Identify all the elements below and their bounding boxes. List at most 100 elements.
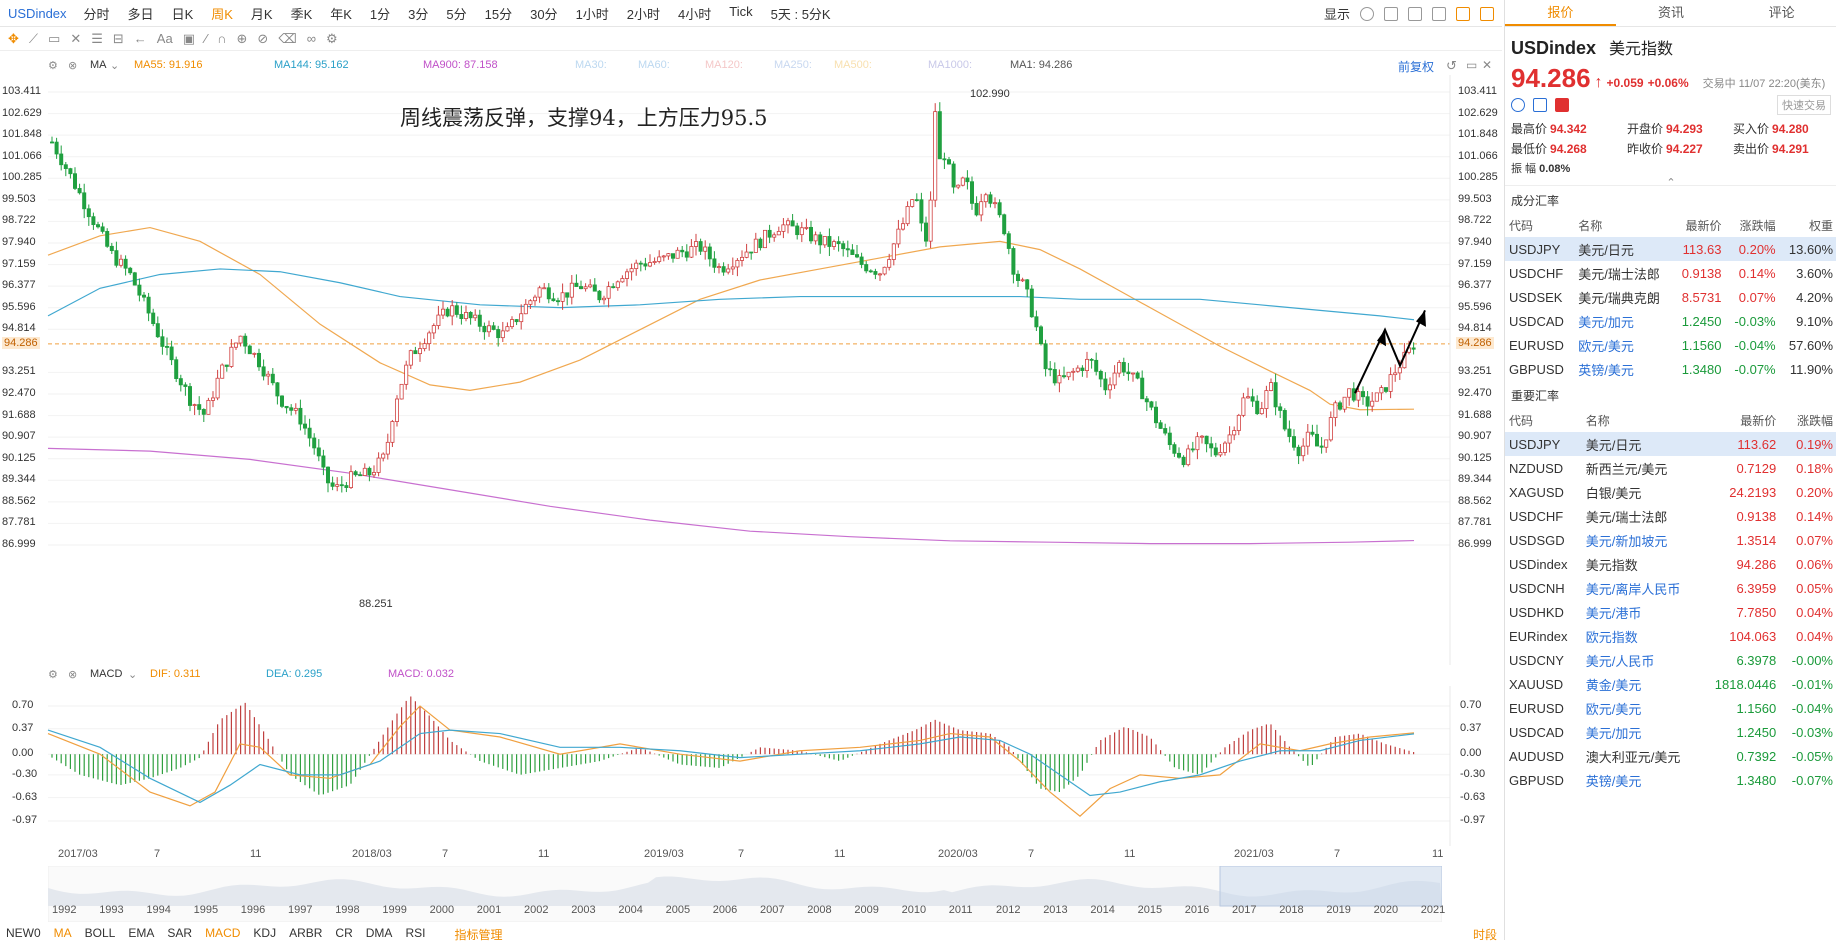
arrow-tool-icon[interactable]: ← (133, 31, 147, 46)
table-row[interactable]: GBPUSD 英镑/美元 1.3480 -0.07% 11.90% (1505, 357, 1836, 381)
table-row[interactable]: GBPUSD 英镑/美元 1.3480 -0.07% (1505, 768, 1836, 792)
timeframe-0[interactable]: 分时 (83, 6, 110, 22)
link-icon[interactable]: ∞ (306, 31, 316, 46)
hide-icon[interactable]: ⊘ (257, 30, 269, 46)
tab-comments[interactable]: 评论 (1768, 5, 1795, 20)
tab-quote[interactable]: 报价 (1505, 0, 1616, 26)
table-row[interactable]: USDCAD 美元/加元 1.2450 -0.03% (1505, 720, 1836, 744)
ma-legend-item[interactable]: MA1000: (928, 59, 973, 71)
ma-legend-item[interactable]: MA1: 94.286 (1010, 59, 1073, 71)
table-row[interactable]: USDCNH 美元/离岸人民币 6.3959 0.05% (1505, 576, 1836, 600)
table-row[interactable]: USDCHF 美元/瑞士法郎 0.9138 0.14% 3.60% (1505, 261, 1836, 285)
timeframe-3[interactable]: 周K (211, 6, 233, 22)
ma-legend-item[interactable]: MA60: (638, 59, 670, 71)
column-header[interactable]: 代码 (1509, 413, 1534, 428)
ma-legend-item[interactable]: MA120: (705, 59, 743, 71)
timeframe-2[interactable]: 日K (171, 6, 194, 22)
reset-icon[interactable]: ↺ (1446, 58, 1457, 73)
globe-icon[interactable] (1511, 98, 1525, 112)
table-row[interactable]: USDJPY 美元/日元 113.63 0.20% 13.60% (1505, 237, 1836, 261)
line-tool-icon[interactable]: ⟋ (28, 30, 39, 46)
ma-legend-item[interactable]: MA30: (575, 59, 607, 71)
ma-legend-item[interactable]: MA55: 91.916 (134, 59, 203, 71)
indicator-tab-ma[interactable]: MA (53, 926, 72, 940)
text-tool-icon[interactable]: Aa (156, 31, 173, 46)
candlestick-chart[interactable] (0, 75, 1502, 665)
indicator-tab-boll[interactable]: BOLL (84, 926, 116, 940)
lock-icon[interactable]: ⊕ (236, 30, 248, 46)
shape-tool-icon[interactable]: ▭ (48, 30, 61, 46)
timeframe-14[interactable]: 4小时 (678, 6, 712, 22)
fib-tool-icon[interactable]: ☰ (91, 30, 103, 46)
timeframe-12[interactable]: 1小时 (575, 6, 609, 22)
indicator-tab-cr[interactable]: CR (335, 926, 353, 940)
indicator-tab-kdj[interactable]: KDJ (253, 926, 277, 940)
settings-icon[interactable] (1360, 6, 1374, 21)
timeframe-5[interactable]: 季K (290, 6, 313, 22)
ma-legend-item[interactable]: MA144: 95.162 (274, 59, 349, 71)
close-icon[interactable]: ⊗ (68, 669, 78, 681)
collapse-icon[interactable]: ▭ (1466, 58, 1478, 72)
macd-chart[interactable] (0, 686, 1502, 846)
indicator-tab-arbr[interactable]: ARBR (289, 926, 323, 940)
crosshair-icon[interactable]: ✥ (8, 30, 19, 46)
fullscreen-icon[interactable] (1432, 6, 1446, 21)
checkbox-icon[interactable] (1384, 6, 1398, 21)
book-icon[interactable] (1533, 98, 1547, 112)
table-row[interactable]: NZDUSD 新西兰元/美元 0.7129 0.18% (1505, 456, 1836, 480)
timeframe-4[interactable]: 月K (250, 6, 273, 22)
table-row[interactable]: USDCNY 美元/人民币 6.3978 -0.00% (1505, 648, 1836, 672)
ma-legend-item[interactable]: MA900: 87.158 (423, 59, 498, 71)
ma-legend-item[interactable]: MA250: (774, 59, 812, 71)
macd-label[interactable]: MACD (90, 668, 123, 680)
table-row[interactable]: USDSEK 美元/瑞典克朗 8.5731 0.07% 4.20% (1505, 285, 1836, 309)
column-header[interactable]: 名称 (1578, 218, 1603, 233)
display-button[interactable]: 显示 (1323, 7, 1350, 22)
chevron-down-icon[interactable]: ⌄ (128, 669, 138, 681)
collapse-chevron-icon[interactable]: ⌃ (1666, 177, 1676, 189)
timeframe-7[interactable]: 1分 (369, 6, 391, 22)
pen-icon[interactable] (1456, 6, 1470, 21)
quick-trade-button[interactable]: 快速交易 (1777, 95, 1831, 115)
table-row[interactable]: EURUSD 欧元/美元 1.1560 -0.04% (1505, 696, 1836, 720)
pattern-tool-icon[interactable]: ✕ (70, 30, 82, 46)
chart-annotation[interactable]: 周线震荡反弹，支撑94，上方压力95.5 (400, 106, 768, 130)
table-row[interactable]: USDHKD 美元/港币 7.7850 0.04% (1505, 600, 1836, 624)
timeframe-16[interactable]: 5天 : 5分K (770, 6, 831, 22)
time-navigator[interactable] (48, 866, 1442, 922)
heart-icon[interactable] (1555, 98, 1569, 112)
timeframe-15[interactable]: Tick (729, 3, 753, 19)
table-row[interactable]: USDindex 美元指数 94.286 0.06% (1505, 552, 1836, 576)
timeframe-8[interactable]: 3分 (408, 6, 429, 22)
adjust-button[interactable]: 前复权 (1398, 60, 1435, 74)
indicator-tab-dma[interactable]: DMA (365, 926, 393, 940)
close-icon[interactable]: ⊗ (68, 60, 78, 72)
period-button[interactable]: 时段 (1473, 928, 1498, 942)
table-row[interactable]: AUDUSD 澳大利亚元/美元 0.7392 -0.05% (1505, 744, 1836, 768)
indicator-tab-sar[interactable]: SAR (167, 926, 193, 940)
column-header[interactable]: 代码 (1509, 218, 1534, 233)
ma-label[interactable]: MA (90, 59, 107, 71)
gear-icon[interactable]: ⚙ (325, 30, 338, 46)
table-row[interactable]: USDCHF 美元/瑞士法郎 0.9138 0.14% (1505, 504, 1836, 528)
measure-tool-icon[interactable]: ⊟ (112, 30, 124, 46)
table-row[interactable]: USDCAD 美元/加元 1.2450 -0.03% 9.10% (1505, 309, 1836, 333)
indicator-tab-new0[interactable]: NEW0 (6, 926, 41, 940)
pencil-icon[interactable]: ∕ (204, 31, 208, 46)
column-header[interactable]: 最新价 (1685, 218, 1722, 233)
chevron-down-icon[interactable]: ⌄ (110, 60, 120, 72)
timeframe-1[interactable]: 多日 (127, 6, 154, 22)
column-header[interactable]: 名称 (1585, 413, 1610, 428)
camera-icon[interactable] (1408, 6, 1422, 21)
indicator-tab-指标管理[interactable]: 指标管理 (454, 928, 503, 942)
column-header[interactable]: 涨跌幅 (1739, 218, 1776, 233)
table-row[interactable]: XAGUSD 白银/美元 24.2193 0.20% (1505, 480, 1836, 504)
settings-icon[interactable]: ⚙ (48, 669, 58, 681)
table-row[interactable]: EURindex 欧元指数 104.063 0.04% (1505, 624, 1836, 648)
close-icon[interactable]: ✕ (1482, 58, 1493, 72)
timeframe-9[interactable]: 5分 (446, 6, 467, 22)
symbol-label[interactable]: USDindex (8, 5, 67, 21)
tab-news[interactable]: 资讯 (1658, 5, 1685, 20)
trash-icon[interactable]: ⌫ (278, 30, 297, 46)
magnet-icon[interactable]: ∩ (217, 31, 227, 46)
